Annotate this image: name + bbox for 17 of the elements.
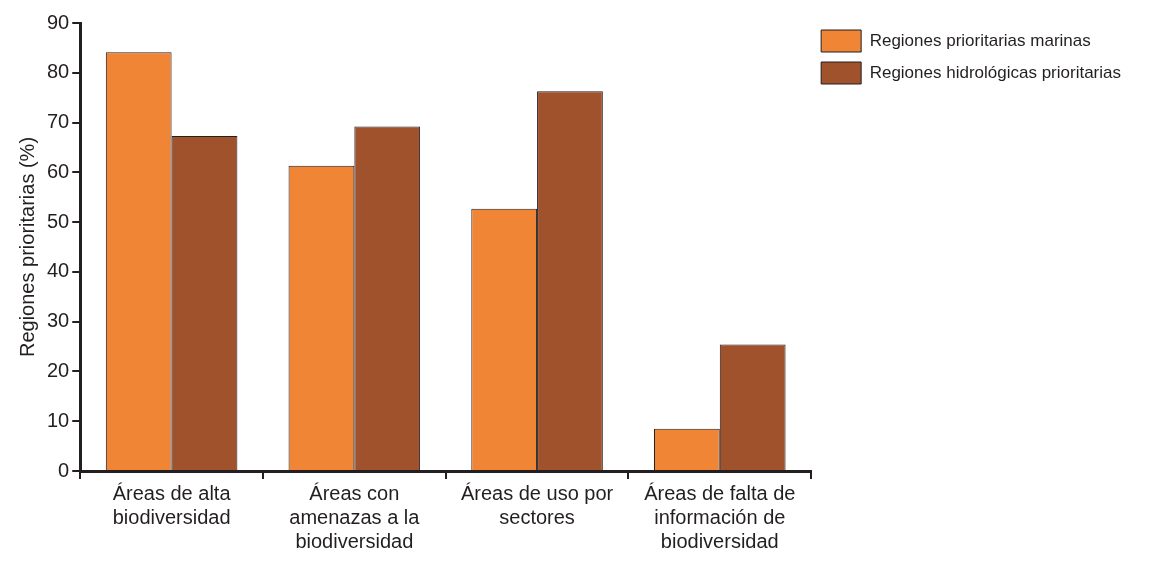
y-tick-label: 30 — [47, 309, 70, 332]
y-tick-label: 70 — [47, 110, 70, 133]
y-tick-label: 0 — [58, 458, 70, 481]
x-tick-label: Áreas de alta biodiversidad — [112, 481, 232, 528]
x-tick-label: Áreas de uso por sectores — [460, 481, 614, 528]
y-tick-label: 80 — [47, 60, 70, 83]
x-tick-label: Áreas con amenazas a la biodiversidad — [289, 481, 421, 552]
y-tick-label: 90 — [47, 10, 70, 33]
y-tick-label: 40 — [47, 259, 70, 282]
legend-label: Regiones prioritarias marinas — [869, 30, 1091, 50]
legend-label: Regiones hidrológicas prioritarias — [869, 62, 1122, 82]
y-tick-label: 10 — [47, 408, 70, 431]
y-tick-label: 20 — [47, 358, 70, 381]
y-axis-title: Regiones prioritarias (%) — [15, 136, 38, 358]
x-tick-label: Áreas de falta de información de biodiversidad — [644, 481, 796, 552]
y-tick-label: 50 — [47, 209, 70, 232]
y-tick-label: 60 — [47, 159, 70, 182]
